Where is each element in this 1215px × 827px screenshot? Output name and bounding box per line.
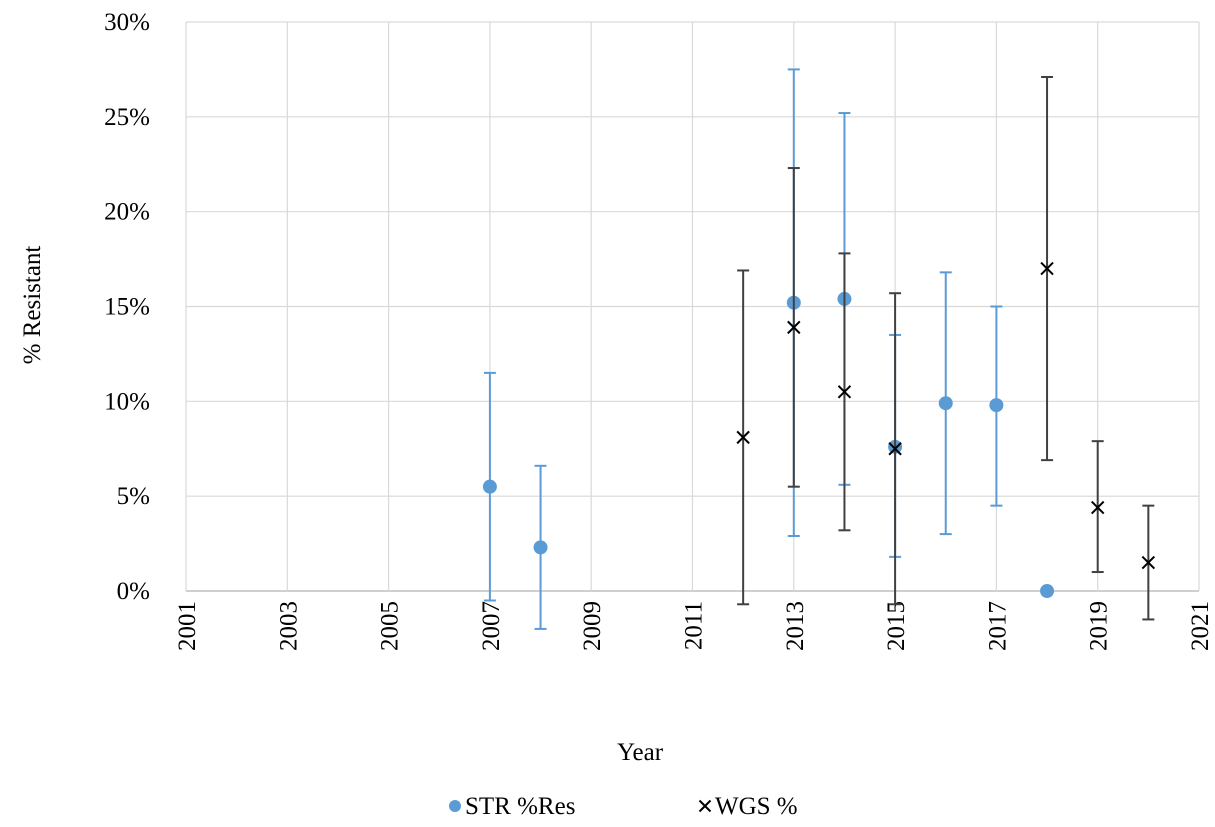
legend-label: WGS % [715, 793, 798, 820]
y-tick-label: 10% [104, 388, 150, 415]
y-tick-label: 25% [104, 104, 150, 131]
x-axis-title: Year [617, 739, 664, 766]
x-tick-label: 2001 [174, 601, 201, 651]
data-point [736, 430, 750, 445]
x-tick-label: 2019 [1086, 601, 1113, 651]
x-tick-label: 2011 [681, 601, 708, 650]
x-tick-label: 2015 [883, 601, 910, 651]
data-point [837, 385, 852, 399]
x-tick-label: 2017 [984, 601, 1011, 651]
x-axis-tick-labels: 2001 2003 2005 2007 2009 2011 2013 2015 2017 2019… [174, 601, 1214, 651]
data-series [482, 68, 1156, 630]
y-tick-label: 15% [104, 294, 150, 321]
y-tick-label: 30% [104, 9, 150, 36]
y-axis-tick-labels: 0% 5% 10% 15% 20% 25% 30% [104, 9, 150, 605]
data-point [1040, 261, 1054, 276]
legend-x-icon [698, 799, 712, 813]
data-point [938, 396, 953, 411]
legend-label: STR %Res [465, 793, 575, 820]
x-tick-label: 2003 [275, 601, 302, 651]
legend-item: STR %Res [449, 793, 575, 820]
data-point [482, 479, 497, 494]
data-point [888, 442, 902, 456]
x-tick-label: 2007 [478, 601, 505, 651]
y-tick-label: 20% [104, 199, 150, 226]
data-point [1141, 555, 1156, 570]
y-tick-label: 5% [117, 483, 150, 510]
legend: STR %Res WGS % [449, 793, 798, 820]
x-tick-label: 2009 [579, 601, 606, 651]
y-tick-label: 0% [117, 578, 150, 605]
x-tick-label: 2013 [782, 601, 809, 651]
x-tick-label: 2005 [377, 601, 404, 651]
data-point [533, 540, 548, 555]
data-point [787, 320, 801, 335]
y-axis-title: % Resistant [19, 246, 46, 365]
legend-circle-icon [449, 800, 461, 812]
legend-item: WGS % [698, 793, 798, 820]
series-wgs [736, 76, 1156, 621]
x-tick-label: 2021 [1187, 601, 1214, 651]
series-str [482, 68, 1055, 630]
data-point [1090, 500, 1105, 515]
data-point [989, 398, 1004, 413]
data-point [1040, 584, 1055, 598]
